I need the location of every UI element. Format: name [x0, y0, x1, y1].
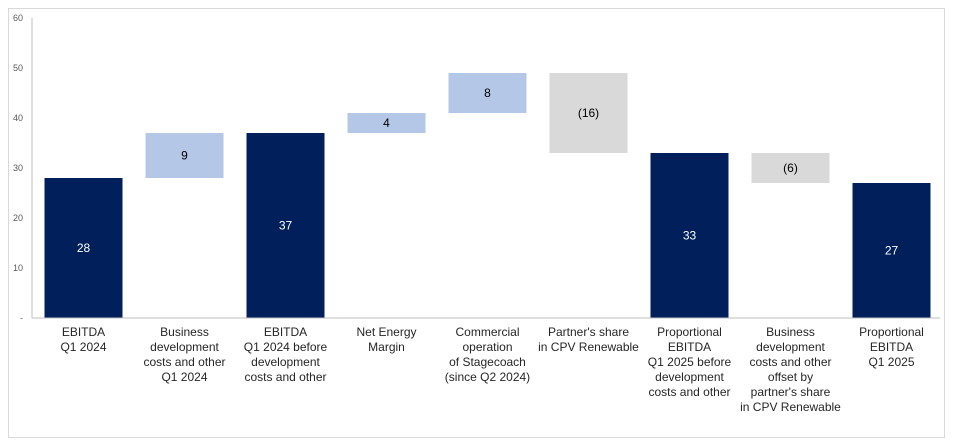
category-label-line: costs and other — [749, 355, 831, 369]
data-label: 37 — [279, 219, 293, 233]
category-label-line: development — [655, 370, 724, 384]
category-label: Net Energy Margin — [356, 325, 416, 354]
category-label-line: Business — [766, 325, 815, 339]
total-bar — [246, 133, 325, 318]
category-label-line: development — [251, 355, 320, 369]
y-tick-label: - — [20, 313, 23, 323]
category-label: Business development costs and other Q1 202… — [143, 325, 225, 384]
category-label-line: Proportional — [859, 325, 924, 339]
total-bar — [44, 178, 123, 318]
category-label-line: offset by — [768, 370, 813, 384]
category-label-line: Margin — [368, 340, 405, 354]
category-label-line: in CPV Renewable — [538, 340, 639, 354]
category-label: EBITDA Q1 2024 before development costs and… — [244, 325, 328, 384]
y-tick-label: 40 — [13, 113, 23, 123]
y-tick-label: 50 — [13, 63, 23, 73]
category-label-line: of Stagecoach — [449, 355, 526, 369]
data-label: 33 — [683, 229, 697, 243]
category-label-line: costs and other — [143, 355, 225, 369]
increase-bar — [145, 133, 224, 178]
y-axis: - 10 20 30 40 50 60 — [13, 13, 33, 323]
increase-bar — [448, 73, 527, 113]
data-label: (6) — [783, 161, 798, 175]
data-label: 4 — [383, 116, 390, 130]
category-label-line: Q1 2025 — [868, 355, 914, 369]
category-label-line: operation — [462, 340, 512, 354]
y-tick-label: 10 — [13, 263, 23, 273]
category-label-line: development — [756, 340, 825, 354]
category-label: EBITDA Q1 2024 — [60, 325, 106, 354]
category-label-line: EBITDA — [870, 340, 913, 354]
category-label-line: costs and other — [648, 385, 730, 399]
category-label-line: EBITDA — [668, 340, 711, 354]
decrease-bar — [549, 73, 628, 153]
category-label: Proportional EBITDA Q1 2025 before developm… — [648, 325, 732, 399]
category-label-line: Proportional — [657, 325, 722, 339]
total-bar — [852, 183, 931, 318]
category-label-line: Commercial — [455, 325, 519, 339]
category-label: Proportional EBITDA Q1 2025 — [859, 325, 924, 369]
category-label-line: in CPV Renewable — [740, 400, 841, 414]
increase-bar — [347, 113, 426, 133]
category-label-line: Q1 2024 before — [244, 340, 328, 354]
category-label: Partner's share in CPV Renewable — [538, 325, 639, 354]
data-label: 8 — [484, 86, 491, 100]
category-label-line: Net Energy — [356, 325, 416, 339]
category-label-line: (since Q2 2024) — [445, 370, 530, 384]
category-label-line: Partner's share — [548, 325, 629, 339]
category-label-line: EBITDA — [62, 325, 105, 339]
total-bar — [650, 153, 729, 318]
category-label-line: EBITDA — [264, 325, 307, 339]
y-tick-label: 20 — [13, 213, 23, 223]
category-label-line: Q1 2024 — [161, 370, 207, 384]
data-label: 28 — [77, 241, 91, 255]
data-labels: 28 9 37 4 8 (16) 33 (6) 27 — [77, 86, 899, 258]
category-label: Commercial operation of Stagecoach (since Q… — [445, 325, 530, 384]
category-label-line: Q1 2024 — [60, 340, 106, 354]
category-label-line: costs and other — [244, 370, 326, 384]
data-label: (16) — [578, 106, 599, 120]
category-label-line: development — [150, 340, 219, 354]
decrease-bar — [751, 153, 830, 183]
y-tick-label: 60 — [13, 13, 23, 23]
data-label: 9 — [181, 149, 188, 163]
bars — [44, 73, 931, 318]
data-label: 27 — [885, 244, 899, 258]
category-label-line: partner's share — [751, 385, 831, 399]
category-label-line: Business — [160, 325, 209, 339]
y-tick-label: 30 — [13, 163, 23, 173]
category-label-line: Q1 2025 before — [648, 355, 732, 369]
category-label: Business development costs and other offset… — [740, 325, 841, 414]
